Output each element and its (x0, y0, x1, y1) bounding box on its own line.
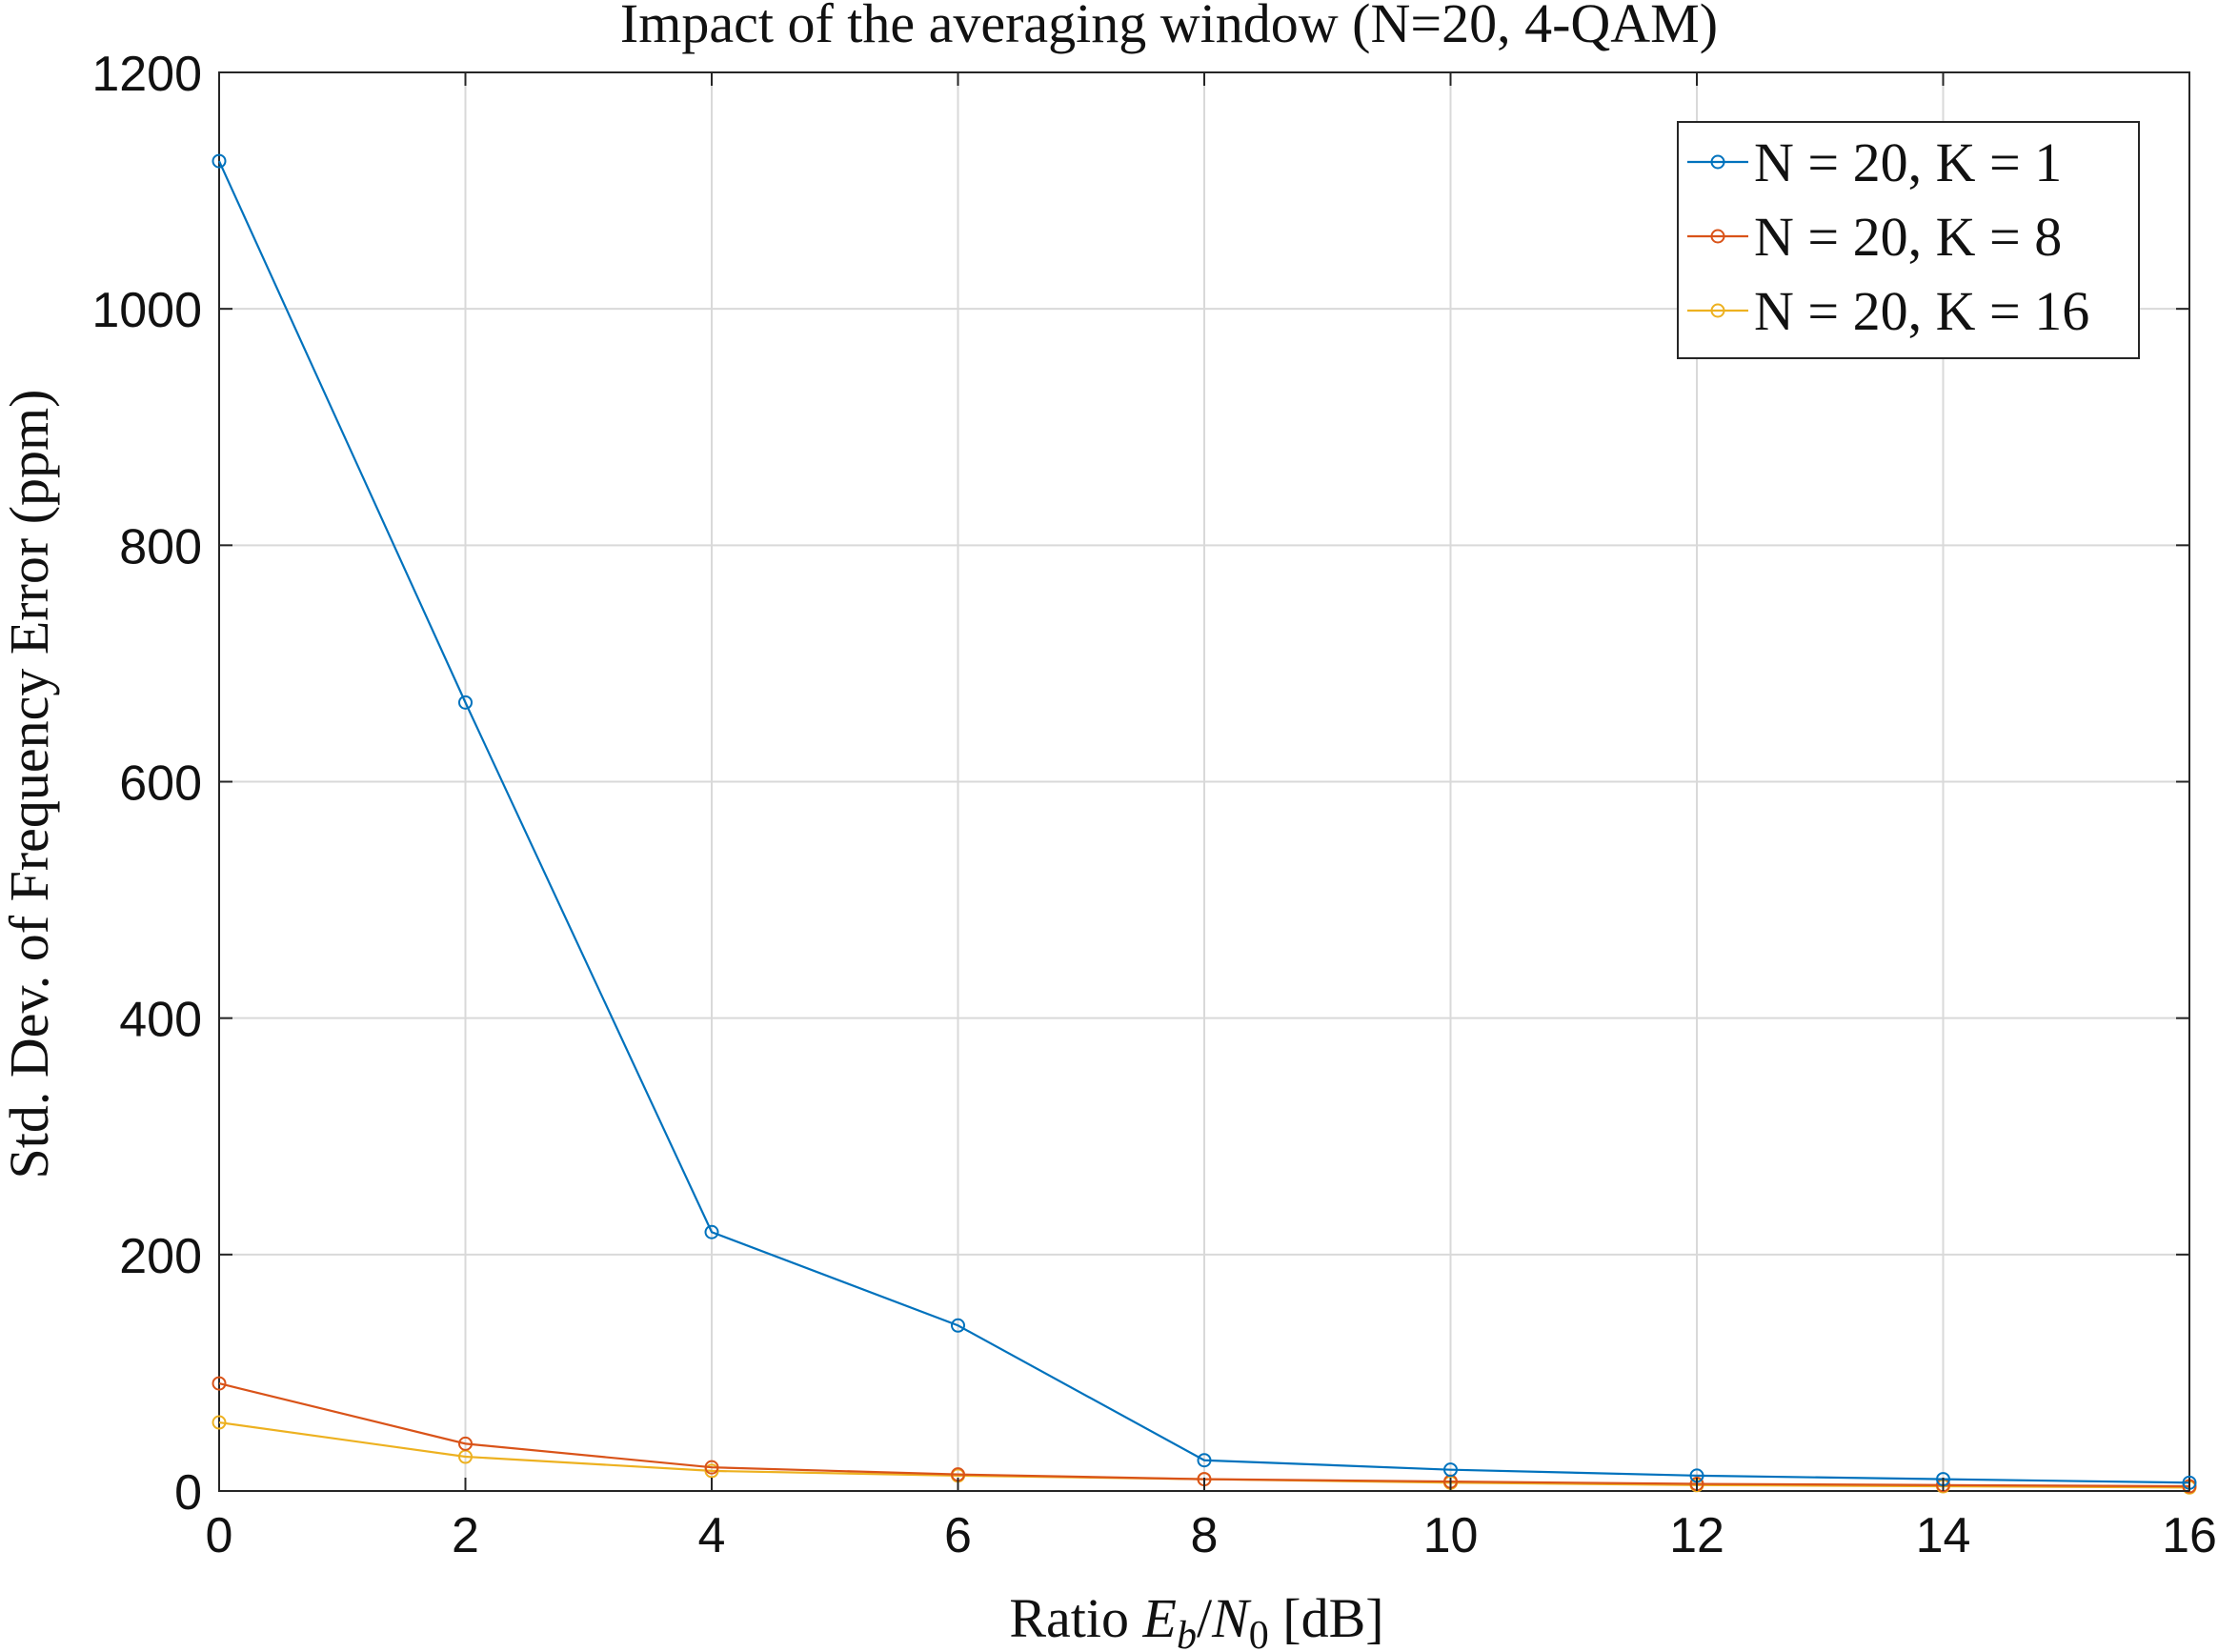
legend-marker (1710, 303, 1725, 318)
x-tick-label: 12 (1669, 1508, 1724, 1563)
y-tick-label: 200 (119, 1229, 202, 1284)
data-point (212, 1376, 227, 1391)
y-tick-label: 1200 (91, 47, 202, 102)
chart-title: Impact of the averaging window (N=20, 4-… (620, 0, 1718, 54)
legend-box (1677, 121, 2140, 359)
x-tick-label: 6 (944, 1508, 972, 1563)
legend-label: N = 20, K = 8 (1754, 206, 2062, 268)
y-tick-label: 1000 (91, 283, 202, 338)
legend-item: N = 20, K = 16 (1687, 280, 2089, 342)
x-axis-label-n-sub: 0 (1249, 1614, 1269, 1652)
x-tick-label: 14 (1916, 1508, 1971, 1563)
x-tick-label: 4 (698, 1508, 726, 1563)
x-axis-label-e: E (1142, 1587, 1177, 1649)
x-axis-label-suffix: [dB] (1269, 1587, 1384, 1649)
y-tick-label: 800 (119, 519, 202, 574)
legend-item: N = 20, K = 1 (1687, 131, 2062, 193)
x-tick-label: 10 (1423, 1508, 1479, 1563)
legend-item: N = 20, K = 8 (1687, 206, 2062, 268)
data-point (212, 153, 227, 169)
data-point (951, 1318, 965, 1333)
series-1 (212, 153, 2197, 1490)
legend-label: N = 20, K = 16 (1754, 280, 2089, 342)
x-axis-label: Ratio Eb/N0 [dB] (1009, 1587, 1383, 1652)
data-point (458, 1436, 473, 1451)
x-tick-label: 0 (206, 1508, 233, 1563)
x-axis-label-n: N (1211, 1587, 1252, 1649)
data-point (212, 1415, 227, 1430)
x-tick-label: 16 (2162, 1508, 2217, 1563)
y-tick-label: 600 (119, 756, 202, 812)
y-tick-label: 0 (174, 1465, 202, 1521)
axis-ticks: 0 2 4 6 8 10 12 14 16 0 200 400 600 800 1000 1200 (91, 47, 2217, 1563)
data-point (458, 695, 473, 710)
x-tick-label: 8 (1191, 1508, 1219, 1563)
x-axis-label-e-sub: b (1177, 1614, 1197, 1652)
y-tick-label: 400 (119, 993, 202, 1048)
legend-marker (1710, 229, 1725, 244)
x-axis-label-prefix: Ratio (1009, 1587, 1142, 1649)
x-tick-label: 2 (452, 1508, 479, 1563)
legend-marker (1710, 154, 1725, 170)
series-line (217, 160, 2190, 1484)
legend: N = 20, K = 1 N = 20, K = 8 N = 20, K = 16 (1677, 121, 2140, 359)
data-point (1443, 1462, 1458, 1478)
y-axis-label: Std. Dev. of Frequency Error (ppm) (0, 390, 60, 1179)
data-point (704, 1460, 719, 1475)
data-point (704, 1224, 719, 1239)
legend-label: N = 20, K = 1 (1754, 131, 2062, 193)
x-axis-label-sep: / (1197, 1587, 1213, 1649)
data-point (1197, 1453, 1212, 1468)
